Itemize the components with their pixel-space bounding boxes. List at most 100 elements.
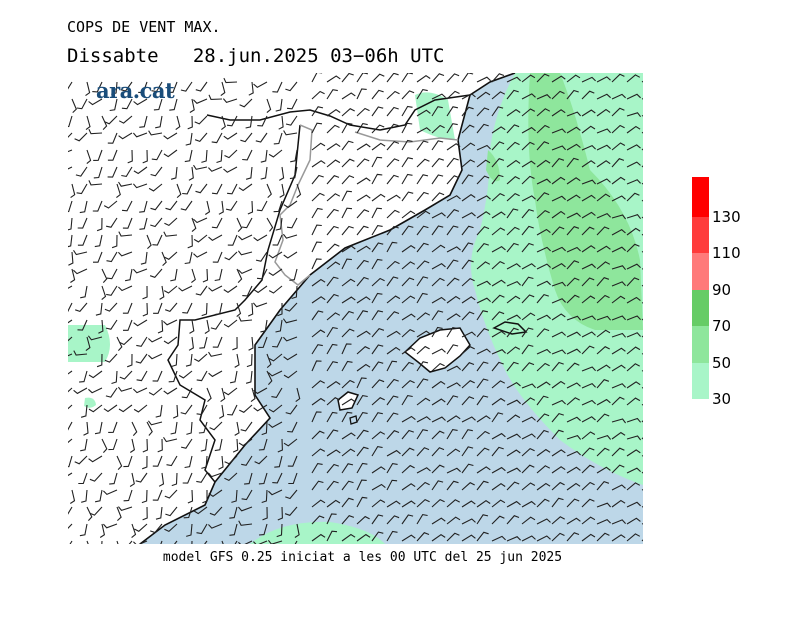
wind-barb	[241, 217, 253, 229]
wind-barb	[194, 115, 208, 125]
wind-barb	[247, 302, 254, 317]
wind-barb	[116, 336, 123, 351]
wind-barb	[461, 463, 474, 474]
wind-barb	[356, 245, 371, 253]
wind-barb	[150, 523, 163, 534]
wind-barb	[104, 353, 118, 363]
wind-barb	[626, 346, 641, 355]
wind-barb	[566, 532, 580, 542]
wind-barb	[107, 132, 118, 144]
wind-barb	[506, 433, 521, 440]
wind-barb	[461, 159, 476, 168]
wind-barb	[191, 268, 196, 284]
wind-barb	[476, 261, 491, 270]
wind-barb	[252, 302, 268, 308]
wind-barb	[107, 149, 118, 161]
wind-barb	[326, 397, 340, 406]
wind-barb	[68, 149, 73, 153]
wind-barb	[371, 224, 383, 236]
wind-barb	[551, 449, 566, 457]
wind-barb	[196, 472, 208, 483]
wind-barb	[266, 183, 272, 198]
wind-barb	[141, 489, 148, 504]
wind-barb	[248, 336, 254, 351]
wind-barb	[491, 279, 506, 287]
wind-barb	[220, 81, 226, 97]
wind-barb	[238, 520, 253, 526]
wind-barb	[326, 411, 338, 423]
wind-barb	[229, 506, 238, 519]
wind-barb	[476, 211, 491, 219]
wind-barb	[165, 506, 178, 517]
wind-barb	[86, 149, 92, 165]
wind-barb	[476, 328, 490, 338]
wind-barb	[461, 362, 475, 372]
wind-barb	[341, 310, 354, 321]
wind-barb	[80, 438, 88, 452]
wind-barb	[506, 327, 519, 338]
wind-barb	[476, 480, 489, 491]
wind-barb	[611, 246, 626, 253]
wind-barb	[416, 345, 430, 355]
wind-barb	[122, 302, 133, 314]
wind-barb	[135, 472, 148, 483]
wind-barb	[521, 126, 536, 134]
legend-swatch	[692, 289, 709, 326]
wind-barb	[386, 106, 399, 117]
wind-barb	[87, 335, 103, 341]
wind-barb	[158, 472, 165, 487]
wind-barb	[356, 346, 370, 355]
wind-barbs	[68, 73, 643, 544]
wind-barb	[371, 207, 382, 219]
wind-barb	[626, 179, 641, 185]
wind-barb	[117, 506, 133, 512]
wind-barb	[326, 530, 338, 542]
wind-barb	[239, 404, 253, 413]
wind-barb	[521, 263, 536, 270]
wind-barb	[596, 245, 611, 253]
wind-barb	[551, 75, 566, 83]
wind-barb	[371, 483, 386, 491]
wind-barb	[76, 183, 88, 195]
wind-barb	[272, 336, 283, 348]
wind-barb	[341, 379, 355, 389]
wind-barb	[581, 125, 596, 134]
wind-barb	[356, 122, 368, 134]
wind-barb	[111, 370, 118, 385]
wind-barb	[211, 217, 223, 229]
wind-barb	[491, 432, 506, 440]
wind-barb	[491, 380, 506, 389]
wind-barb	[159, 285, 165, 300]
wind-barb	[107, 166, 118, 178]
wind-barb	[122, 217, 133, 229]
wind-barb	[401, 464, 415, 474]
wind-barb	[151, 81, 163, 93]
wind-barb	[111, 234, 118, 249]
wind-barb	[596, 128, 612, 134]
wind-barb	[476, 466, 491, 474]
wind-barb	[208, 351, 223, 357]
wind-barb	[153, 98, 163, 111]
wind-barb	[356, 533, 371, 542]
wind-barb	[268, 251, 283, 259]
wind-barb	[341, 190, 352, 202]
wind-barb	[196, 370, 208, 382]
wind-barb	[311, 499, 326, 508]
wind-barb	[596, 398, 611, 406]
wind-barb	[101, 285, 107, 301]
wind-barb	[461, 396, 475, 406]
wind-barb	[551, 380, 566, 389]
wind-barb	[431, 517, 446, 525]
wind-barb	[237, 250, 253, 256]
wind-barb	[536, 395, 549, 406]
wind-barb	[163, 319, 178, 326]
wind-barb	[581, 481, 595, 491]
wind-barb	[229, 370, 238, 384]
wind-barb	[132, 268, 148, 274]
wind-barb	[611, 158, 625, 168]
wind-barb	[431, 380, 446, 389]
wind-barb	[212, 251, 223, 263]
wind-barb	[596, 480, 610, 491]
wind-barb	[242, 149, 253, 161]
wind-barb	[521, 312, 536, 321]
